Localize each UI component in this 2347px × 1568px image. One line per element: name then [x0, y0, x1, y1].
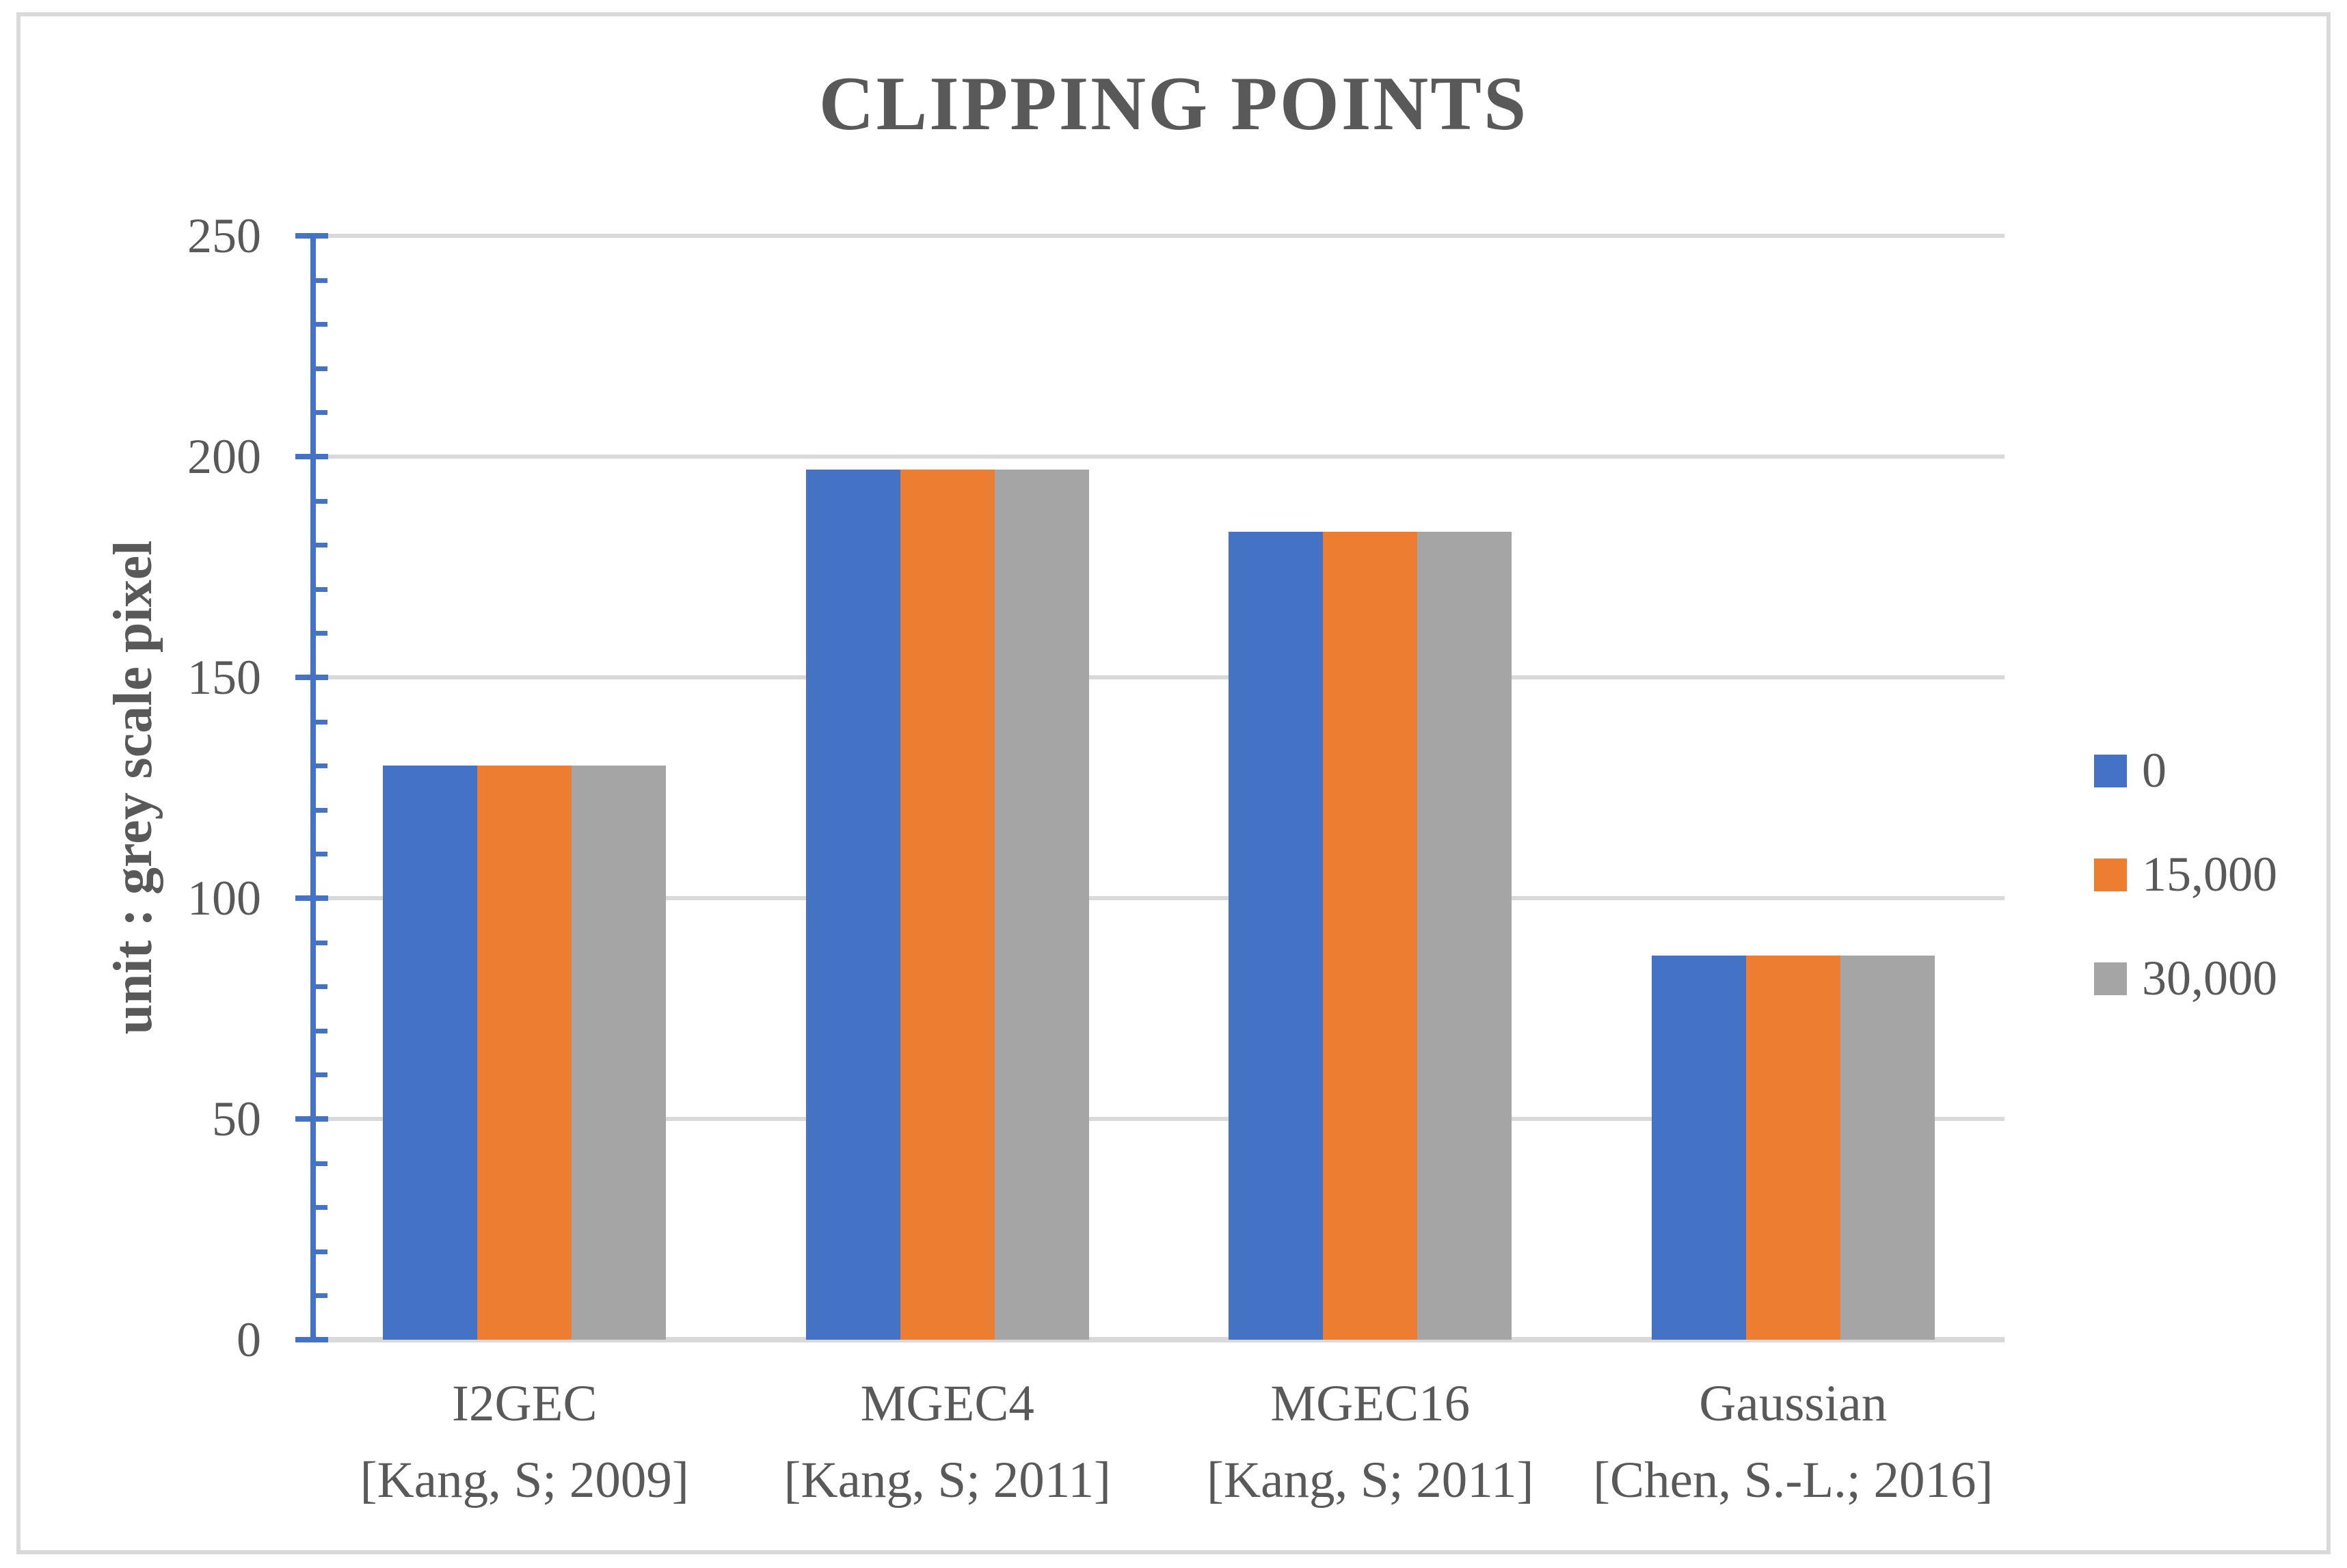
bar-I2GEC-15,000 [477, 766, 572, 1340]
category-name: MGEC4 [860, 1375, 1034, 1432]
bar-MGEC16-0 [1229, 531, 1324, 1340]
legend-label: 15,000 [2142, 847, 2277, 902]
y-tick-minor-130 [313, 763, 327, 769]
y-tick-minor-140 [313, 719, 327, 725]
gridline-150 [313, 675, 2004, 679]
x-category-label-I2GEC: I2GEC [Kang, S; 2009] [313, 1366, 736, 1519]
y-tick-label-100: 100 [187, 871, 261, 925]
legend-label: 0 [2142, 743, 2167, 798]
bar-Gaussian-15,000 [1745, 955, 1840, 1340]
y-tick-minor-110 [313, 852, 327, 857]
y-tick-label-200: 200 [187, 429, 261, 484]
y-tick-minor-190 [313, 498, 327, 504]
x-category-label-Gaussian: Gaussian [Chen, S.-L.; 2016] [1582, 1366, 2005, 1519]
y-tick-minor-230 [313, 322, 327, 327]
y-tick-major-250 [295, 233, 328, 239]
y-tick-major-200 [295, 454, 328, 459]
y-tick-major-150 [295, 675, 328, 680]
y-tick-minor-90 [313, 940, 327, 945]
category-reference: [Chen, S.-L.; 2016] [1593, 1452, 1994, 1509]
bar-MGEC16-15,000 [1323, 531, 1418, 1340]
category-name: I2GEC [452, 1375, 598, 1432]
y-tick-minor-210 [313, 410, 327, 416]
y-tick-label-250: 250 [187, 208, 261, 263]
y-tick-minor-240 [313, 278, 327, 283]
gridline-200 [313, 455, 2004, 459]
x-category-label-MGEC16: MGEC16 [Kang, S; 2011] [1159, 1366, 1582, 1519]
legend-item-0: 0 [2094, 742, 2167, 799]
legend-item-15,000: 15,000 [2094, 846, 2277, 903]
y-tick-major-100 [295, 895, 328, 901]
y-tick-minor-40 [313, 1161, 327, 1166]
bar-I2GEC-30,000 [572, 766, 667, 1340]
bar-Gaussian-30,000 [1840, 955, 1935, 1340]
bar-MGEC4-15,000 [900, 470, 995, 1340]
category-name: MGEC16 [1270, 1375, 1471, 1432]
legend-swatch-icon [2094, 754, 2127, 787]
y-tick-minor-80 [313, 984, 327, 990]
y-tick-minor-10 [313, 1293, 327, 1299]
bar-Gaussian-0 [1651, 955, 1746, 1340]
gridline-100 [313, 896, 2004, 900]
category-name: Gaussian [1699, 1375, 1888, 1432]
y-tick-minor-70 [313, 1028, 327, 1033]
legend-swatch-icon [2094, 962, 2127, 995]
bar-MGEC16-30,000 [1417, 531, 1512, 1340]
y-tick-label-150: 150 [187, 650, 261, 705]
bar-MGEC4-30,000 [994, 470, 1089, 1340]
legend-label: 30,000 [2142, 951, 2277, 1005]
legend-item-30,000: 30,000 [2094, 950, 2277, 1007]
y-axis-line [310, 233, 316, 1342]
legend-swatch-icon [2094, 858, 2127, 891]
y-tick-label-0: 0 [237, 1312, 261, 1367]
category-reference: [Kang, S; 2011] [783, 1452, 1111, 1509]
bar-MGEC4-0 [805, 470, 900, 1340]
category-reference: [Kang, S; 2009] [360, 1452, 689, 1509]
y-tick-minor-120 [313, 807, 327, 813]
y-tick-major-50 [295, 1116, 328, 1122]
y-tick-minor-30 [313, 1205, 327, 1211]
bar-I2GEC-0 [383, 766, 478, 1340]
gridline-250 [313, 234, 2004, 238]
category-reference: [Kang, S; 2011] [1207, 1452, 1534, 1509]
gridline-50 [313, 1117, 2004, 1121]
x-axis-line [313, 1337, 2004, 1342]
y-tick-minor-160 [313, 631, 327, 636]
chart-title: CLIPPING POINTS [818, 62, 1529, 146]
x-category-label-MGEC4: MGEC4 [Kang, S; 2011] [736, 1366, 1159, 1519]
y-tick-minor-20 [313, 1249, 327, 1254]
y-tick-major-0 [295, 1337, 328, 1342]
y-tick-minor-220 [313, 366, 327, 371]
y-tick-minor-60 [313, 1072, 327, 1078]
y-tick-label-50: 50 [212, 1092, 261, 1146]
y-tick-minor-170 [313, 586, 327, 592]
y-tick-minor-180 [313, 543, 327, 548]
